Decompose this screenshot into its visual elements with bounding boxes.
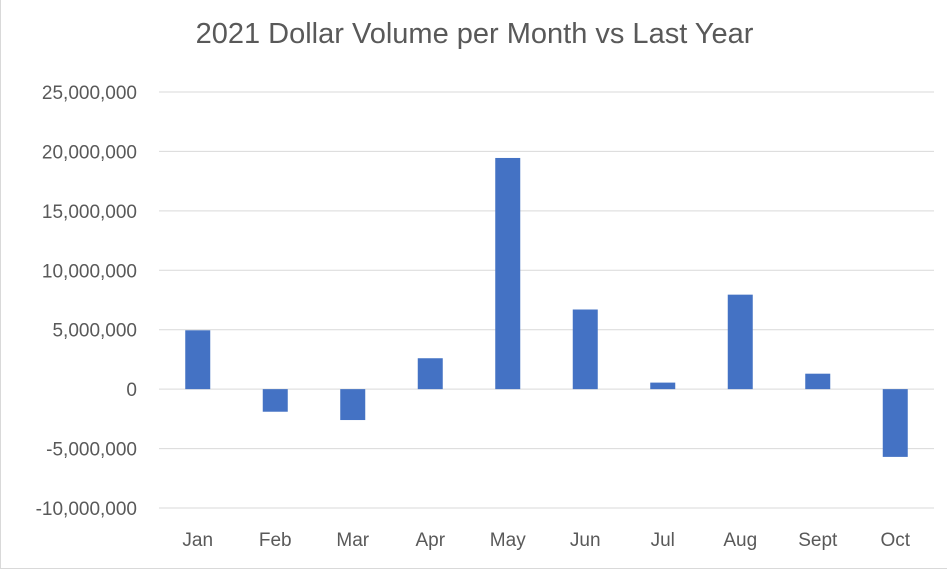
bar-mar [340,389,366,421]
bar-apr [417,358,443,390]
x-tick-label: Jul [651,530,675,551]
bar-jun [572,309,598,390]
x-tick-label: Sept [798,530,838,551]
x-tick-label: Apr [415,530,445,551]
y-tick-label: 10,000,000 [42,261,137,282]
gridlines [159,91,934,509]
bar-oct [882,389,908,457]
bar-jul [650,382,676,390]
y-tick-label: 5,000,000 [52,321,137,342]
y-tick-label: 0 [126,380,137,401]
y-axis-labels: 25,000,000 20,000,000 15,000,000 10,000,000… [36,83,137,520]
x-tick-label: Oct [880,530,910,551]
y-tick-label: 15,000,000 [42,202,137,223]
x-tick-label: Jan [182,530,213,551]
chart-title: 2021 Dollar Volume per Month vs Last Yea… [195,18,754,50]
x-tick-label: Jun [570,530,601,551]
y-tick-label: -10,000,000 [36,499,137,520]
bar-sept [805,373,831,390]
bars [185,157,908,457]
x-tick-label: Aug [723,530,757,551]
bar-feb [262,389,288,412]
x-tick-label: Mar [336,530,369,551]
bar-aug [727,294,753,390]
y-tick-label: 20,000,000 [42,142,137,163]
x-tick-label: Feb [259,530,292,551]
bar-jan [185,330,211,390]
x-tick-label: May [490,530,526,551]
x-axis-labels: Jan Feb Mar Apr May Jun Jul Aug Sept Oct [182,530,910,551]
y-tick-label: -5,000,000 [46,440,137,461]
bar-may [495,157,521,390]
y-tick-label: 25,000,000 [42,83,137,104]
